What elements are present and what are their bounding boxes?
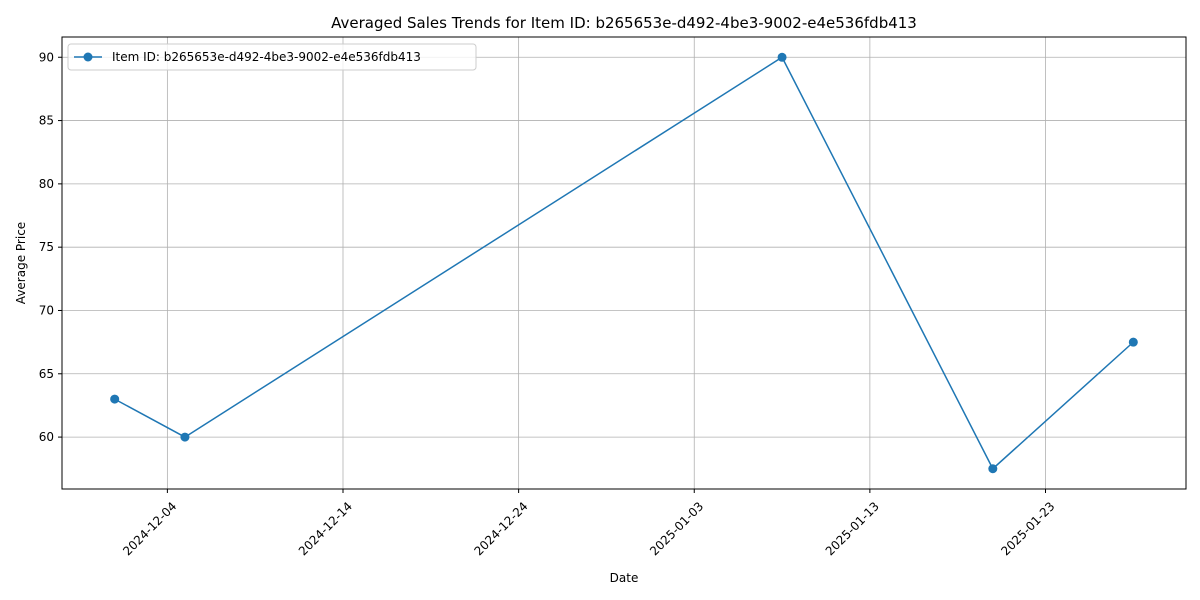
data-point — [1128, 337, 1138, 347]
y-tick-label: 70 — [39, 303, 54, 317]
grid-lines — [62, 37, 1186, 489]
data-point — [110, 394, 120, 404]
plot-frame — [61, 36, 1187, 490]
y-tick-label: 80 — [39, 177, 54, 191]
y-tick-label: 85 — [39, 114, 54, 128]
legend: Item ID: b265653e-d492-4be3-9002-e4e536f… — [67, 43, 477, 71]
legend-entry-label: Item ID: b265653e-d492-4be3-9002-e4e536f… — [112, 50, 421, 64]
series-group — [110, 52, 1138, 474]
data-point — [988, 464, 998, 474]
y-tick-label: 75 — [39, 240, 54, 254]
chart-title: Averaged Sales Trends for Item ID: b2656… — [331, 14, 917, 32]
legend-marker — [83, 52, 93, 62]
x-axis-label: Date — [610, 571, 639, 585]
y-tick-label: 65 — [39, 367, 54, 381]
legend-box — [67, 43, 477, 71]
data-point — [777, 52, 787, 62]
data-point — [180, 432, 190, 442]
y-axis-ticks: 60 65 70 75 80 85 90 — [39, 50, 62, 444]
y-axis-label: Average Price — [14, 222, 28, 304]
y-tick-label: 60 — [39, 430, 54, 444]
y-tick-label: 90 — [39, 50, 54, 64]
